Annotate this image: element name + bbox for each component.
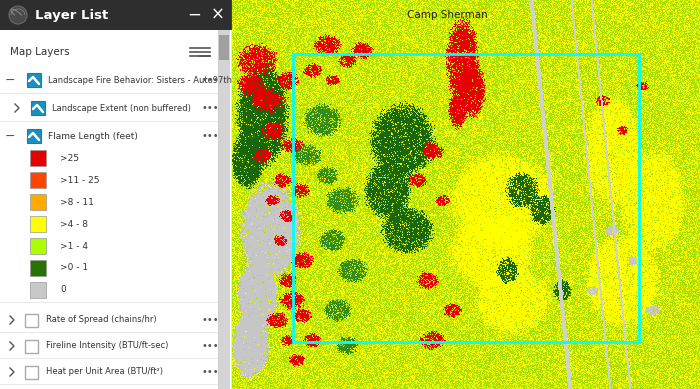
Text: Rate of Spread (chains/hr): Rate of Spread (chains/hr) [46, 315, 157, 324]
Bar [0, 0, 232, 30]
Text: Heat per Unit Area (BTU/ft²): Heat per Unit Area (BTU/ft²) [46, 368, 163, 377]
Text: Map Layers: Map Layers [10, 47, 69, 57]
Text: •••: ••• [201, 103, 219, 113]
Text: >4 - 8: >4 - 8 [60, 219, 88, 228]
Text: −: − [5, 130, 15, 142]
Text: •••: ••• [201, 131, 219, 141]
Text: Landscape Extent (non buffered): Landscape Extent (non buffered) [52, 103, 191, 112]
Bar [25, 340, 38, 352]
Bar [30, 150, 46, 166]
Text: ×: × [211, 6, 225, 24]
Text: •••: ••• [201, 315, 219, 325]
Text: Camp Sherman: Camp Sherman [407, 10, 488, 20]
Bar [25, 314, 38, 326]
Text: >11 - 25: >11 - 25 [60, 175, 99, 184]
Bar [30, 238, 46, 254]
Text: •••: ••• [201, 367, 219, 377]
Text: Landscape Fire Behavior: Sisters - Auto97th: Landscape Fire Behavior: Sisters - Auto9… [48, 75, 232, 84]
Circle shape [9, 6, 27, 24]
Bar [30, 260, 46, 276]
Text: >8 - 11: >8 - 11 [60, 198, 94, 207]
Bar [30, 282, 46, 298]
Bar [218, 30, 230, 389]
Text: •••: ••• [201, 75, 219, 85]
Bar [30, 172, 46, 188]
Bar [293, 54, 639, 342]
Bar [219, 35, 229, 60]
Bar [27, 129, 41, 143]
Bar [30, 194, 46, 210]
Text: >0 - 1: >0 - 1 [60, 263, 88, 273]
Bar [25, 366, 38, 378]
Text: Fireline Intensity (BTU/ft-sec): Fireline Intensity (BTU/ft-sec) [46, 342, 169, 350]
Bar [27, 73, 41, 87]
Text: 0: 0 [60, 286, 66, 294]
Bar [31, 101, 45, 115]
Text: −: − [187, 6, 201, 24]
Text: Flame Length (feet): Flame Length (feet) [48, 131, 138, 140]
Text: −: − [5, 74, 15, 86]
Text: •••: ••• [201, 341, 219, 351]
Bar [30, 216, 46, 232]
Text: >25: >25 [60, 154, 79, 163]
Text: >1 - 4: >1 - 4 [60, 242, 88, 251]
Text: Layer List: Layer List [35, 9, 108, 21]
